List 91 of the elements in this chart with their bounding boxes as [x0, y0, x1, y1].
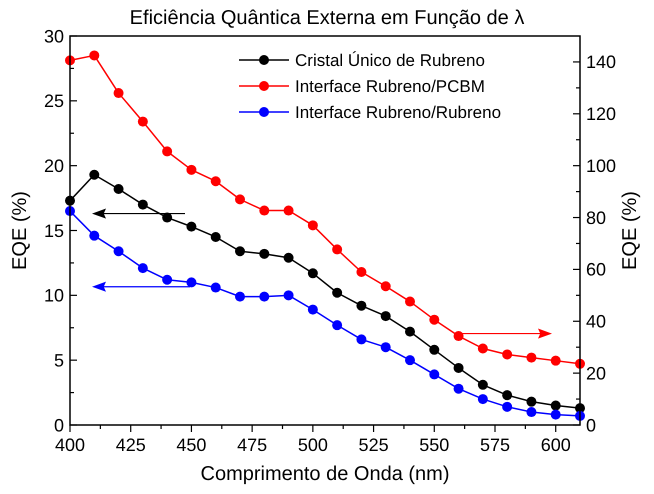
point — [356, 300, 366, 311]
point — [308, 220, 318, 230]
point — [308, 304, 318, 315]
legend-label: Cristal Único de Rubreno — [295, 50, 485, 70]
point — [284, 290, 294, 300]
point — [380, 281, 391, 292]
point — [235, 194, 245, 204]
point — [405, 296, 415, 307]
y-tick-label: 5 — [54, 350, 64, 370]
point — [356, 266, 366, 277]
y-tick-label: 15 — [44, 220, 64, 241]
y2-tick-label: 80 — [586, 208, 606, 228]
point — [162, 274, 172, 285]
legend-label: Interface Rubreno/PCBM — [295, 76, 485, 96]
point — [162, 146, 172, 156]
point — [429, 369, 440, 380]
point — [186, 164, 196, 175]
point — [550, 356, 561, 366]
point — [284, 252, 294, 263]
point — [526, 396, 536, 407]
point — [454, 331, 464, 342]
x-tick-label: 500 — [298, 435, 328, 455]
point — [210, 232, 221, 242]
point — [332, 320, 342, 330]
point — [138, 263, 148, 274]
x-tick-label: 400 — [54, 435, 86, 455]
y2-axis-title: EQE (%) — [619, 191, 641, 270]
point — [478, 380, 488, 390]
y2-tick-label: 20 — [586, 363, 606, 384]
point — [235, 292, 245, 302]
point — [138, 200, 148, 210]
y2-tick-label: 140 — [586, 52, 616, 72]
point — [259, 248, 270, 259]
point — [502, 402, 512, 412]
point — [210, 176, 221, 186]
point — [114, 184, 124, 194]
point — [162, 212, 172, 223]
point — [550, 410, 561, 420]
point — [478, 343, 488, 354]
point — [259, 206, 270, 216]
point — [308, 268, 318, 278]
x-tick-label: 525 — [358, 435, 389, 455]
point — [429, 344, 440, 355]
point — [259, 292, 270, 302]
point — [235, 246, 245, 256]
point — [356, 334, 366, 344]
point — [380, 311, 391, 322]
y2-tick-label: 0 — [586, 415, 596, 436]
point — [332, 288, 342, 298]
legend-label: Interface Rubreno/Rubreno — [295, 102, 502, 122]
x-tick-label: 550 — [419, 435, 450, 455]
y-tick-label: 20 — [44, 156, 64, 176]
point — [380, 342, 391, 352]
y-tick-label: 10 — [44, 286, 64, 306]
x-tick-label: 450 — [176, 435, 206, 455]
point — [502, 390, 512, 400]
x-tick-label: 475 — [237, 435, 268, 455]
x-tick-label: 425 — [116, 435, 146, 455]
y2-tick-label: 120 — [586, 104, 616, 124]
x-tick-label: 600 — [540, 435, 571, 455]
point — [405, 326, 415, 337]
y-tick-label: 25 — [44, 91, 64, 112]
point — [210, 282, 221, 293]
point — [114, 88, 124, 98]
x-axis-title: Comprimento de Onda (nm) — [200, 463, 450, 485]
point — [138, 116, 148, 127]
point — [526, 407, 536, 418]
point — [429, 314, 440, 325]
y2-tick-label: 60 — [586, 260, 606, 280]
point — [454, 384, 464, 394]
point — [284, 206, 294, 216]
point — [186, 277, 196, 288]
point — [405, 355, 415, 366]
point — [114, 246, 124, 256]
y2-tick-label: 100 — [586, 156, 616, 176]
point — [332, 244, 342, 254]
point — [89, 50, 100, 60]
point — [478, 394, 488, 404]
y-tick-label: 30 — [44, 26, 64, 46]
y2-tick-label: 40 — [586, 312, 606, 332]
point — [502, 349, 512, 360]
y-axis-title: EQE (%) — [9, 191, 31, 270]
point — [550, 400, 561, 411]
x-tick-label: 575 — [480, 435, 510, 455]
point — [89, 170, 100, 180]
point — [186, 222, 196, 232]
point — [454, 362, 464, 373]
point — [526, 352, 536, 363]
point — [89, 230, 100, 241]
y-tick-label: 0 — [54, 415, 64, 436]
chart-title: Eficiência Quântica Externa em Função de λ — [130, 7, 524, 29]
